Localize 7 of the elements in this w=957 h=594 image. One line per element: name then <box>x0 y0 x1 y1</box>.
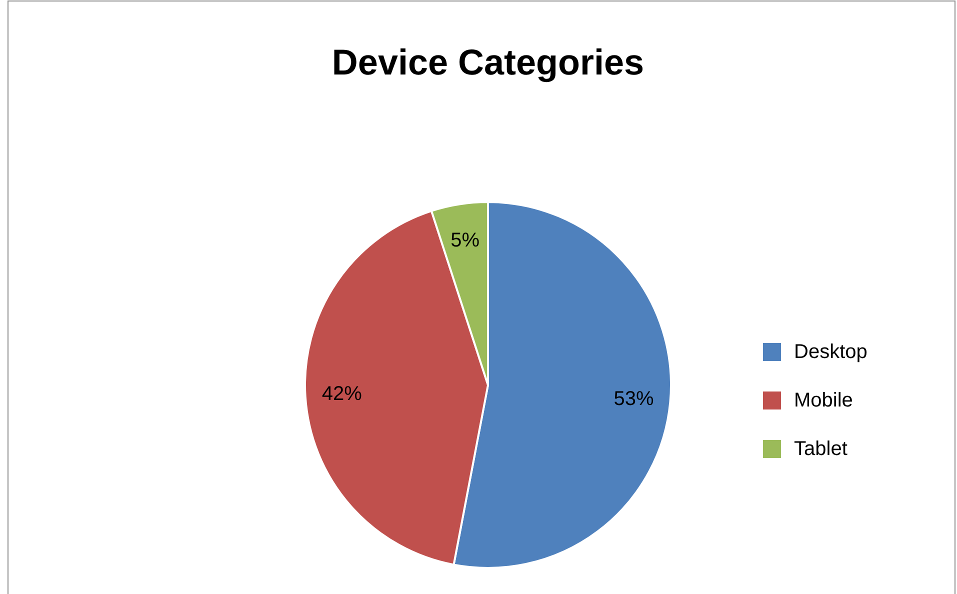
data-label: 53% <box>614 388 654 410</box>
legend-label: Desktop <box>794 341 868 363</box>
data-label: 5% <box>450 229 480 252</box>
legend-label: Tablet <box>794 438 848 460</box>
chart-title: Device Categories <box>332 42 644 82</box>
legend-label: Mobile <box>794 390 853 412</box>
data-label: 42% <box>322 383 362 406</box>
